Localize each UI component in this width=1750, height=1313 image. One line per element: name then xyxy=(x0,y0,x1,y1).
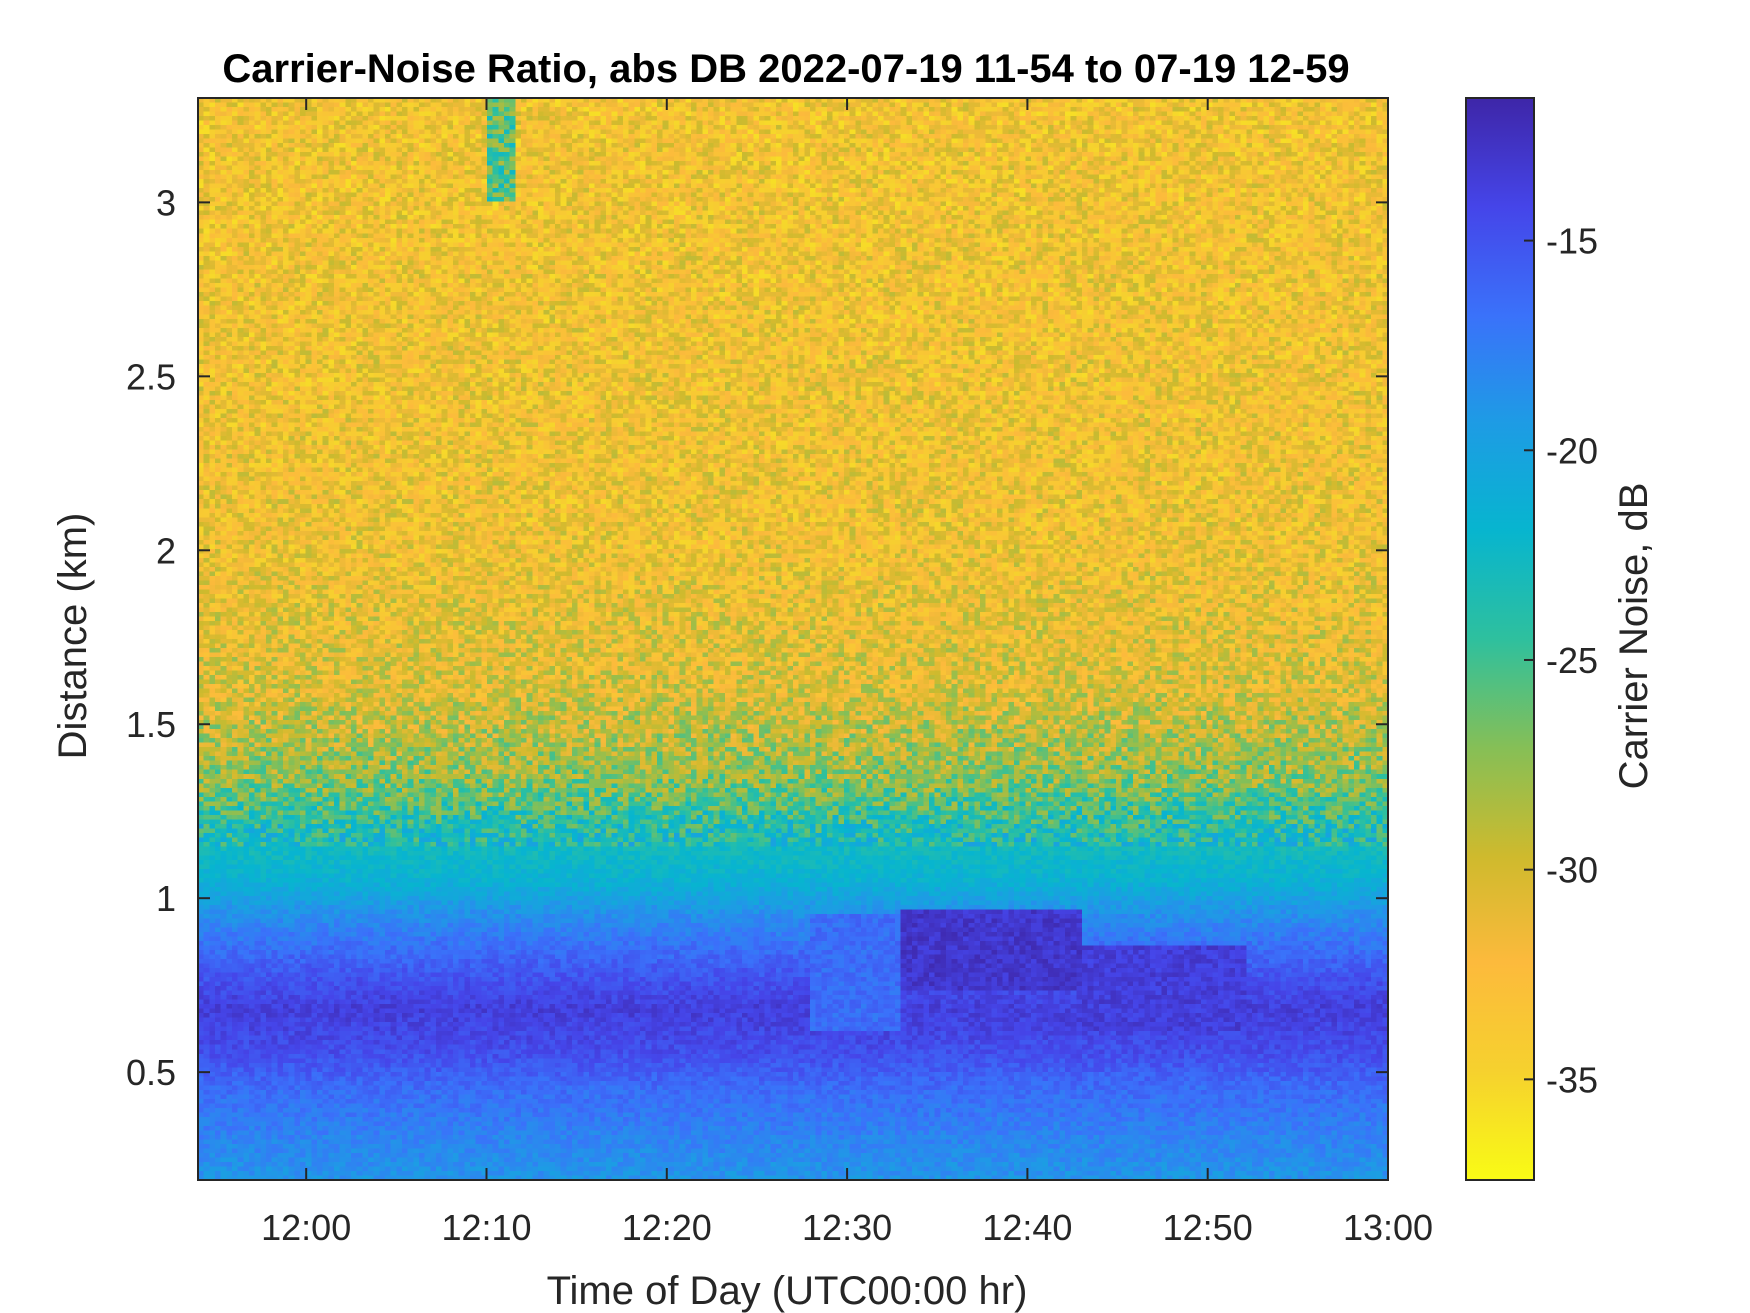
colorbar-tick-label: -30 xyxy=(1546,850,1598,891)
y-axis: 0.5 1 1.5 2 2.5 3 xyxy=(126,182,1388,1093)
x-tick-label: 12:40 xyxy=(982,1207,1072,1248)
x-axis: 12:00 12:10 12:20 12:30 12:40 12:50 13:00 xyxy=(261,98,1433,1248)
chart-title: Carrier-Noise Ratio, abs DB 2022-07-19 1… xyxy=(222,47,1349,91)
x-tick-label: 12:00 xyxy=(261,1207,351,1248)
colorbar: -15 -20 -25 -30 -35 xyxy=(1465,97,1598,1181)
x-tick-label: 12:50 xyxy=(1163,1207,1253,1248)
colorbar-label: Carrier Noise, dB xyxy=(1612,483,1656,790)
colorbar-tick-label: -20 xyxy=(1546,430,1598,471)
colorbar-tick-label: -35 xyxy=(1546,1059,1598,1100)
x-tick-label: 13:00 xyxy=(1343,1207,1433,1248)
y-tick-label: 0.5 xyxy=(126,1052,176,1093)
colorbar-scale xyxy=(1465,97,1535,1181)
y-axis-label: Distance (km) xyxy=(51,513,95,760)
y-tick-label: 1 xyxy=(156,878,176,919)
y-tick-label: 1.5 xyxy=(126,704,176,745)
heatmap-cells xyxy=(198,98,1388,1180)
colorbar-tick-label: -25 xyxy=(1546,640,1598,681)
y-tick-label: 2.5 xyxy=(126,356,176,397)
colorbar-tick-label: -15 xyxy=(1546,221,1598,262)
y-tick-label: 3 xyxy=(156,182,176,223)
x-tick-label: 12:20 xyxy=(622,1207,712,1248)
heatmap-plot-area xyxy=(197,97,1389,1181)
x-tick-label: 12:10 xyxy=(441,1207,531,1248)
x-axis-label: Time of Day (UTC00:00 hr) xyxy=(547,1269,1028,1313)
x-tick-label: 12:30 xyxy=(802,1207,892,1248)
plot-frame xyxy=(197,97,1389,1181)
y-tick-label: 2 xyxy=(156,530,176,571)
